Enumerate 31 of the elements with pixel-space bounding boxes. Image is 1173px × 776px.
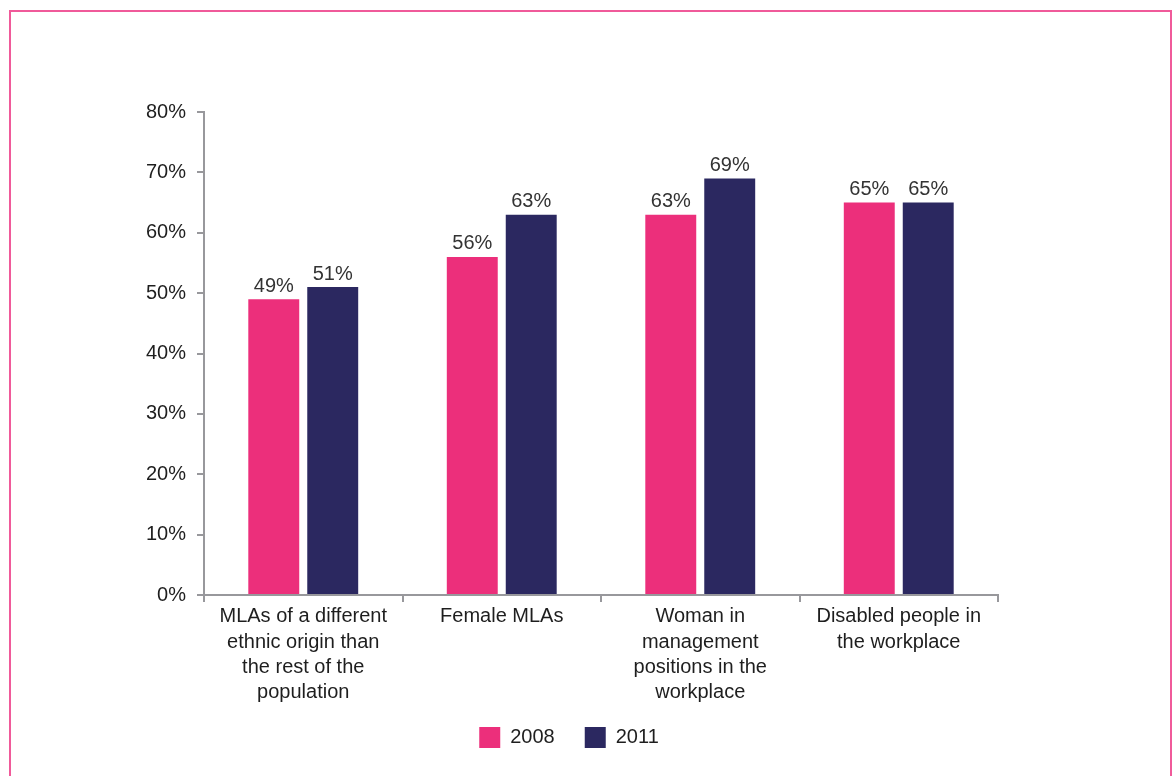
data-label: 69% [709, 152, 750, 175]
bar [248, 299, 300, 594]
x-tick-label: MLAs of a different ethnic origin than the rest of the population [219, 604, 388, 703]
x-tick-label: Female MLAs [440, 604, 564, 627]
data-label: 51% [312, 261, 353, 284]
y-tick-label: 10% [145, 522, 187, 545]
y-tick-label: 80% [145, 99, 187, 122]
bar [645, 214, 697, 594]
y-tick-label: 60% [145, 220, 187, 243]
bar [902, 202, 954, 594]
y-tick-label: 50% [145, 280, 187, 303]
legend-label: 2008 [510, 725, 555, 748]
bar [843, 202, 895, 594]
data-label: 56% [452, 231, 493, 254]
y-tick-label: 70% [145, 159, 187, 182]
data-label: 65% [908, 177, 949, 200]
legend-label: 2011 [615, 725, 659, 748]
y-tick-label: 40% [145, 341, 187, 364]
data-label: 65% [849, 177, 890, 200]
bar [307, 287, 359, 594]
data-label: 49% [253, 273, 294, 296]
data-label: 63% [650, 189, 691, 212]
y-tick-label: 30% [145, 401, 187, 424]
x-tick-label: Disabled people in the workplace [816, 604, 982, 652]
data-label: 63% [511, 189, 552, 212]
y-tick-label: 20% [145, 461, 187, 484]
y-tick-label: 0% [157, 582, 187, 605]
bar [704, 178, 756, 594]
x-tick-label: Woman in management positions in the workplace [633, 604, 767, 703]
bar [446, 256, 498, 594]
bar [505, 214, 557, 594]
